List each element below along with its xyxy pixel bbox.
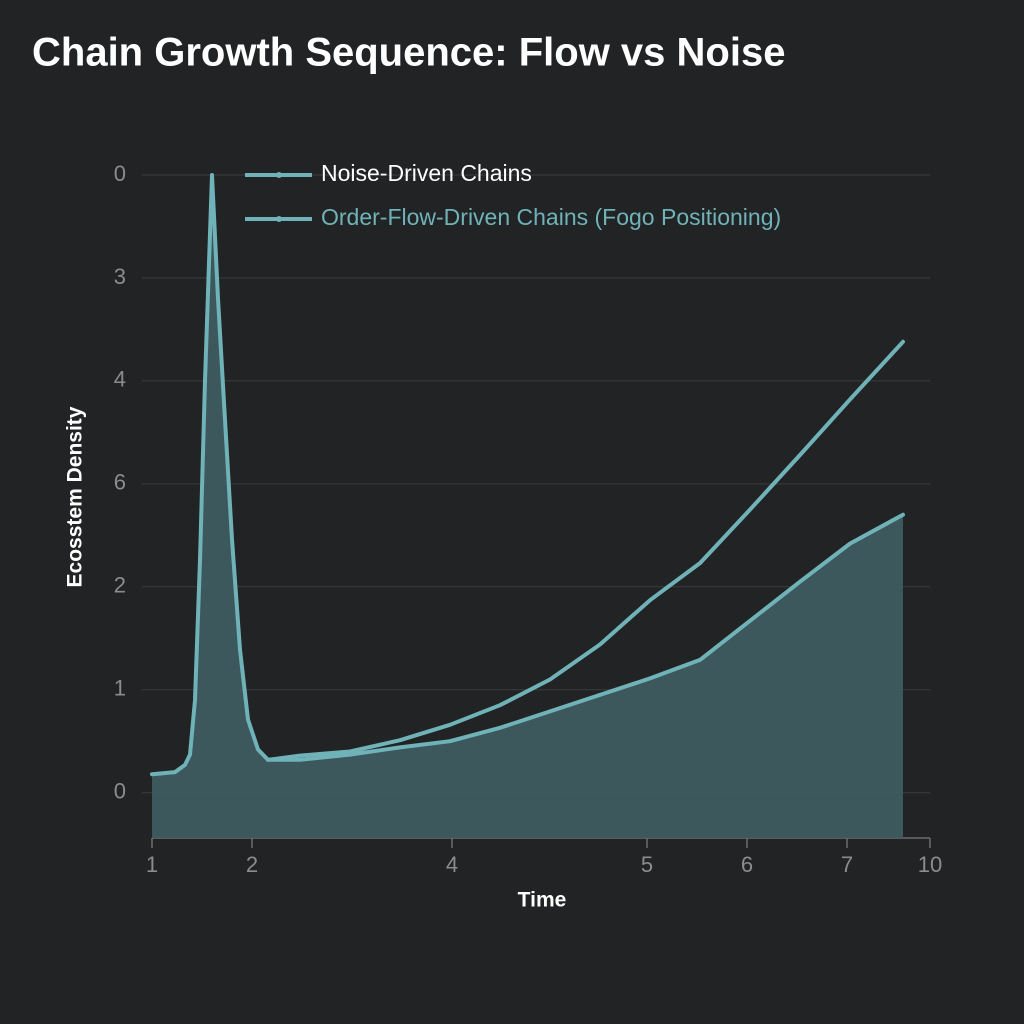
y-tick-label: 3: [114, 264, 126, 289]
y-axis-label: Ecosstem Density: [64, 406, 87, 587]
legend-marker: [276, 216, 282, 222]
y-tick-label: 2: [114, 573, 126, 598]
line: [150, 173, 905, 777]
legend-marker: [276, 172, 282, 178]
x-tick-label: 4: [446, 852, 458, 877]
legend-label: Order-Flow-Driven Chains (Fogo Positioni…: [321, 204, 781, 230]
area: [152, 175, 903, 838]
legend-label: Noise-Driven Chains: [321, 160, 532, 186]
y-tick-label: 0: [114, 161, 126, 186]
x-tick-label: 6: [741, 852, 753, 877]
y-tick-label: 6: [114, 470, 126, 495]
y-tick-label: 0: [114, 779, 126, 804]
x-tick-label: 5: [641, 852, 653, 877]
x-axis-label: Time: [518, 889, 567, 912]
x-tick-label: 1: [146, 852, 158, 877]
y-tick-label: 1: [114, 676, 126, 701]
line: [266, 339, 905, 762]
x-tick-label: 10: [918, 852, 942, 877]
x-tick-label: 7: [841, 852, 853, 877]
y-tick-label: 4: [114, 367, 126, 392]
x-tick-label: 2: [246, 852, 258, 877]
chart-title: Chain Growth Sequence: Flow vs Noise: [32, 31, 785, 75]
